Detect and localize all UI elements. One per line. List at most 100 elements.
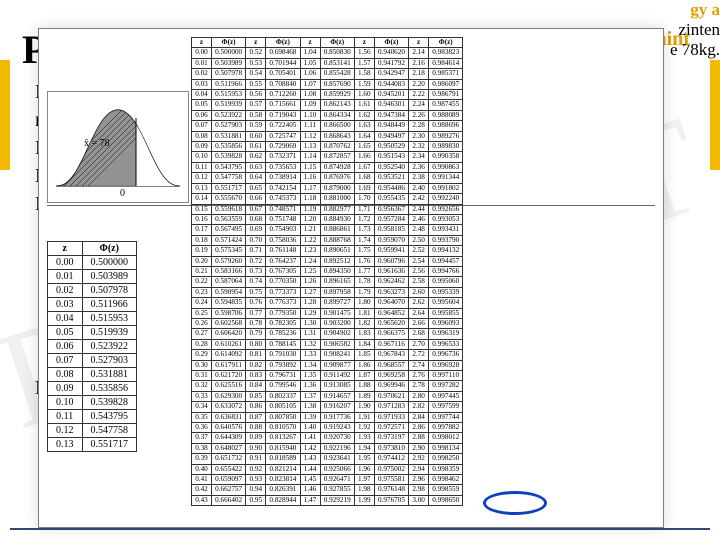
table-cell: 0.988089	[429, 110, 463, 120]
table-cell: 0.773373	[266, 287, 300, 297]
table-cell: 1.65	[354, 142, 374, 152]
table-cell: 1.47	[300, 495, 320, 505]
table-cell: 1.57	[354, 58, 374, 68]
table-cell: 0.917736	[320, 412, 354, 422]
table-cell: 0.722405	[266, 121, 300, 131]
table-cell: 1.93	[354, 433, 374, 443]
table-cell: 0.519939	[82, 326, 137, 340]
table-cell: 0.02	[192, 69, 212, 79]
table-row: 0.290.6140920.810.7910301.330.9082411.85…	[192, 350, 463, 360]
col-header: z	[48, 242, 83, 256]
table-cell: 1.92	[354, 423, 374, 433]
table-cell: 1.69	[354, 183, 374, 193]
table-cell: 0.598706	[211, 308, 245, 318]
table-cell: 0.644309	[211, 433, 245, 443]
table-cell: 0.946301	[374, 100, 408, 110]
table-cell: 0.976148	[374, 485, 408, 495]
z-table-left: z Φ(z) 0.000.5000000.010.5039890.020.507…	[47, 241, 137, 452]
table-cell: 2.56	[409, 266, 429, 276]
curve-xbar-label: x̄ = 78	[84, 138, 110, 149]
table-cell: 0.882977	[320, 204, 354, 214]
table-cell: 0.543795	[82, 410, 137, 424]
table-cell: 0.64	[246, 173, 266, 183]
table-row: 0.030.5119660.550.7088401.070.8576901.59…	[192, 79, 463, 89]
table-cell: 0.555670	[211, 194, 245, 204]
table-cell: 0.62	[246, 152, 266, 162]
table-cell: 1.74	[354, 235, 374, 245]
table-cell: 0.913085	[320, 381, 354, 391]
table-cell: 1.15	[300, 162, 320, 172]
table-row: 0.050.519939	[48, 326, 137, 340]
table-cell: 0.964070	[374, 298, 408, 308]
table-cell: 1.09	[300, 100, 320, 110]
table-cell: 1.99	[354, 495, 374, 505]
col-header: z	[300, 38, 320, 48]
table-cell: 2.24	[409, 100, 429, 110]
table-cell: 0.991344	[429, 173, 463, 183]
table-cell: 1.35	[300, 371, 320, 381]
table-cell: 0.648027	[211, 443, 245, 453]
table-cell: 0.995604	[429, 298, 463, 308]
table-cell: 0.994766	[429, 266, 463, 276]
table-cell: 0.989276	[429, 131, 463, 141]
table-cell: 1.45	[300, 475, 320, 485]
table-cell: 0.60	[246, 131, 266, 141]
table-cell: 0.63	[246, 162, 266, 172]
table-cell: 0.993431	[429, 225, 463, 235]
table-cell: 0.81	[246, 350, 266, 360]
table-cell: 0.945201	[374, 90, 408, 100]
table-cell: 0.535856	[82, 382, 137, 396]
col-header: Φ(z)	[320, 38, 354, 48]
table-cell: 1.11	[300, 121, 320, 131]
table-cell: 0.998134	[429, 443, 463, 453]
table-cell: 2.98	[409, 485, 429, 495]
table-cell: 0.06	[192, 110, 212, 120]
table-cell: 0.74	[246, 277, 266, 287]
table-cell: 0.962462	[374, 277, 408, 287]
table-cell: 3.00	[409, 495, 429, 505]
table-cell: 1.68	[354, 173, 374, 183]
table-cell: 0.876976	[320, 173, 354, 183]
table-cell: 0.826391	[266, 485, 300, 495]
table-cell: 2.76	[409, 371, 429, 381]
table-cell: 0.59	[246, 121, 266, 131]
table-cell: 0.22	[192, 277, 212, 287]
table-cell: 0.79	[246, 329, 266, 339]
table-cell: 0.579260	[211, 256, 245, 266]
table-cell: 0.15	[192, 204, 212, 214]
table-cell: 1.67	[354, 162, 374, 172]
table-row: 0.070.527903	[48, 354, 137, 368]
table-cell: 0.43	[192, 495, 212, 505]
col-header: z	[409, 38, 429, 48]
table-cell: 0.03	[48, 298, 83, 312]
table-cell: 0.926471	[320, 475, 354, 485]
table-cell: 0.78	[246, 318, 266, 328]
table-cell: 0.969946	[374, 381, 408, 391]
table-cell: 1.22	[300, 235, 320, 245]
table-cell: 0.54	[246, 69, 266, 79]
table-cell: 0.990863	[429, 162, 463, 172]
table-cell: 0.05	[192, 100, 212, 110]
table-cell: 0.14	[192, 194, 212, 204]
table-cell: 0.799546	[266, 381, 300, 391]
table-cell: 1.24	[300, 256, 320, 266]
table-cell: 0.965620	[374, 318, 408, 328]
table-cell: 0.919243	[320, 423, 354, 433]
table-cell: 0.00	[48, 256, 83, 270]
table-cell: 2.86	[409, 423, 429, 433]
table-cell: 0.748571	[266, 204, 300, 214]
table-cell: 0.855428	[320, 69, 354, 79]
table-cell: 1.31	[300, 329, 320, 339]
table-cell: 0.853141	[320, 58, 354, 68]
table-cell: 1.90	[354, 402, 374, 412]
table-cell: 0.997110	[429, 371, 463, 381]
table-cell: 0.996093	[429, 318, 463, 328]
table-cell: 0.85	[246, 391, 266, 401]
table-cell: 1.25	[300, 266, 320, 276]
table-cell: 2.50	[409, 235, 429, 245]
table-cell: 1.96	[354, 464, 374, 474]
table-cell: 1.08	[300, 90, 320, 100]
table-row: 0.240.5948350.760.7763731.280.8997271.80…	[192, 298, 463, 308]
table-cell: 0.996736	[429, 350, 463, 360]
table-cell: 0.614092	[211, 350, 245, 360]
